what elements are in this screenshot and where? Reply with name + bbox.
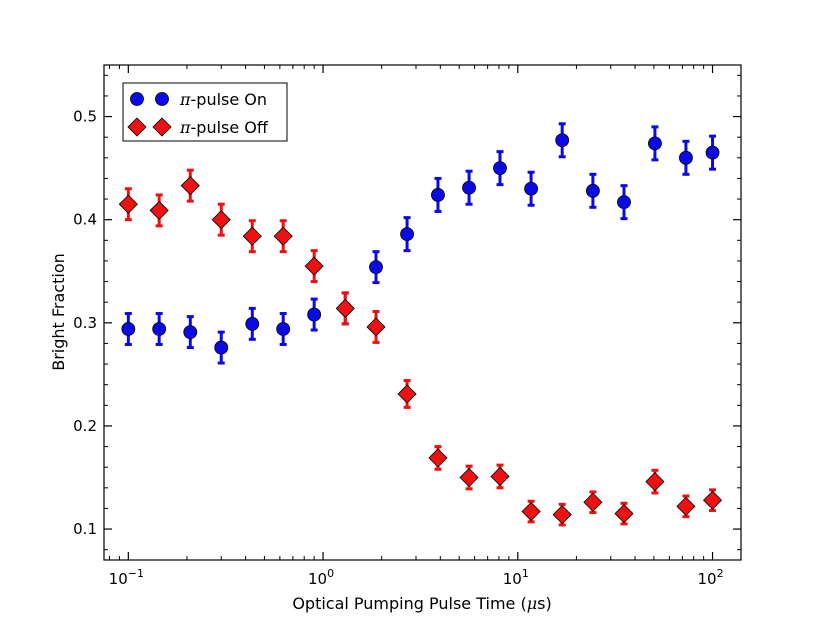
data-point-diamond	[118, 194, 138, 214]
x-tick-base: 10	[697, 570, 716, 588]
series-pi-pulse-off	[118, 168, 723, 527]
data-point-diamond	[552, 505, 572, 525]
data-point-diamond	[242, 226, 262, 246]
x-tick-label: 10−1	[109, 567, 144, 588]
data-point-diamond	[366, 317, 386, 337]
data-point-diamond	[676, 496, 696, 516]
x-tick-base: 10	[109, 570, 128, 588]
data-point-circle	[648, 136, 662, 151]
data-point-circle	[705, 145, 720, 160]
data-point-circle	[276, 322, 291, 336]
y-tick-label: 0.4	[73, 211, 97, 229]
legend-markers	[127, 92, 172, 137]
data-point-circle	[431, 188, 445, 202]
data-point-diamond	[490, 466, 510, 487]
legend-label-pi-pulse-off: π-pulse Off	[179, 118, 269, 137]
data-point-diamond	[180, 176, 200, 196]
data-point-diamond	[521, 501, 541, 522]
data-point-circle	[245, 316, 260, 331]
data-point-circle	[585, 183, 600, 198]
data-point-circle	[183, 325, 198, 339]
data-point-diamond	[149, 200, 169, 220]
axis-ticks	[104, 65, 741, 560]
data-point-diamond	[211, 210, 231, 230]
y-tick-labels: 0.1 0.2 0.3 0.4 0.5	[73, 108, 97, 539]
legend-label-pi-pulse-on: π-pulse On	[179, 90, 267, 109]
legend-marker-circle	[155, 92, 169, 106]
data-point-circle	[121, 322, 136, 336]
data-point-circle	[214, 340, 229, 355]
x-tick-exponent: 1	[522, 567, 529, 580]
data-point-diamond	[614, 504, 634, 524]
x-tick-base: 10	[503, 570, 522, 588]
data-point-circle	[555, 133, 570, 148]
data-point-circle	[400, 227, 414, 242]
plot-frame	[103, 64, 742, 561]
data-point-circle	[462, 180, 476, 195]
legend-marker-diamond	[152, 117, 172, 137]
y-tick-label: 0.2	[73, 417, 97, 435]
y-tick-label: 0.5	[73, 108, 97, 126]
data-point-diamond	[459, 467, 479, 488]
x-tick-label: 101	[503, 567, 529, 588]
x-tick-base: 10	[308, 570, 327, 588]
data-point-diamond	[397, 384, 417, 404]
data-point-circle	[617, 195, 631, 210]
x-axis-label: Optical Pumping Pulse Time (μs)	[292, 594, 551, 613]
data-point-circle	[369, 260, 383, 275]
data-point-diamond	[702, 490, 723, 510]
data-point-diamond	[335, 298, 355, 318]
data-point-circle	[493, 161, 507, 176]
x-tick-label: 100	[308, 567, 334, 588]
legend-box	[122, 82, 288, 142]
legend-marker-circle	[130, 92, 144, 106]
data-series	[118, 122, 723, 527]
y-tick-label: 0.1	[73, 520, 97, 538]
data-point-diamond	[583, 492, 603, 512]
data-point-circle	[152, 322, 167, 336]
x-tick-exponent: 2	[717, 567, 724, 580]
legend-marker-diamond	[127, 117, 147, 137]
x-tick-exponent: −1	[128, 567, 144, 580]
series-pi-pulse-on	[121, 122, 720, 365]
y-axis-label: Bright Fraction	[49, 253, 68, 371]
x-tick-labels: 10−1 100 101 102	[109, 567, 724, 588]
data-point-circle	[307, 307, 322, 322]
data-point-diamond	[428, 448, 448, 468]
data-point-circle	[524, 181, 538, 196]
x-tick-label: 102	[697, 567, 723, 588]
data-point-circle	[679, 150, 693, 165]
data-point-diamond	[645, 472, 665, 492]
legend: π-pulse On π-pulse Off	[122, 82, 288, 142]
data-point-diamond	[273, 226, 293, 246]
y-tick-label: 0.3	[73, 314, 97, 332]
data-point-diamond	[304, 256, 324, 276]
x-tick-exponent: 0	[327, 567, 334, 580]
